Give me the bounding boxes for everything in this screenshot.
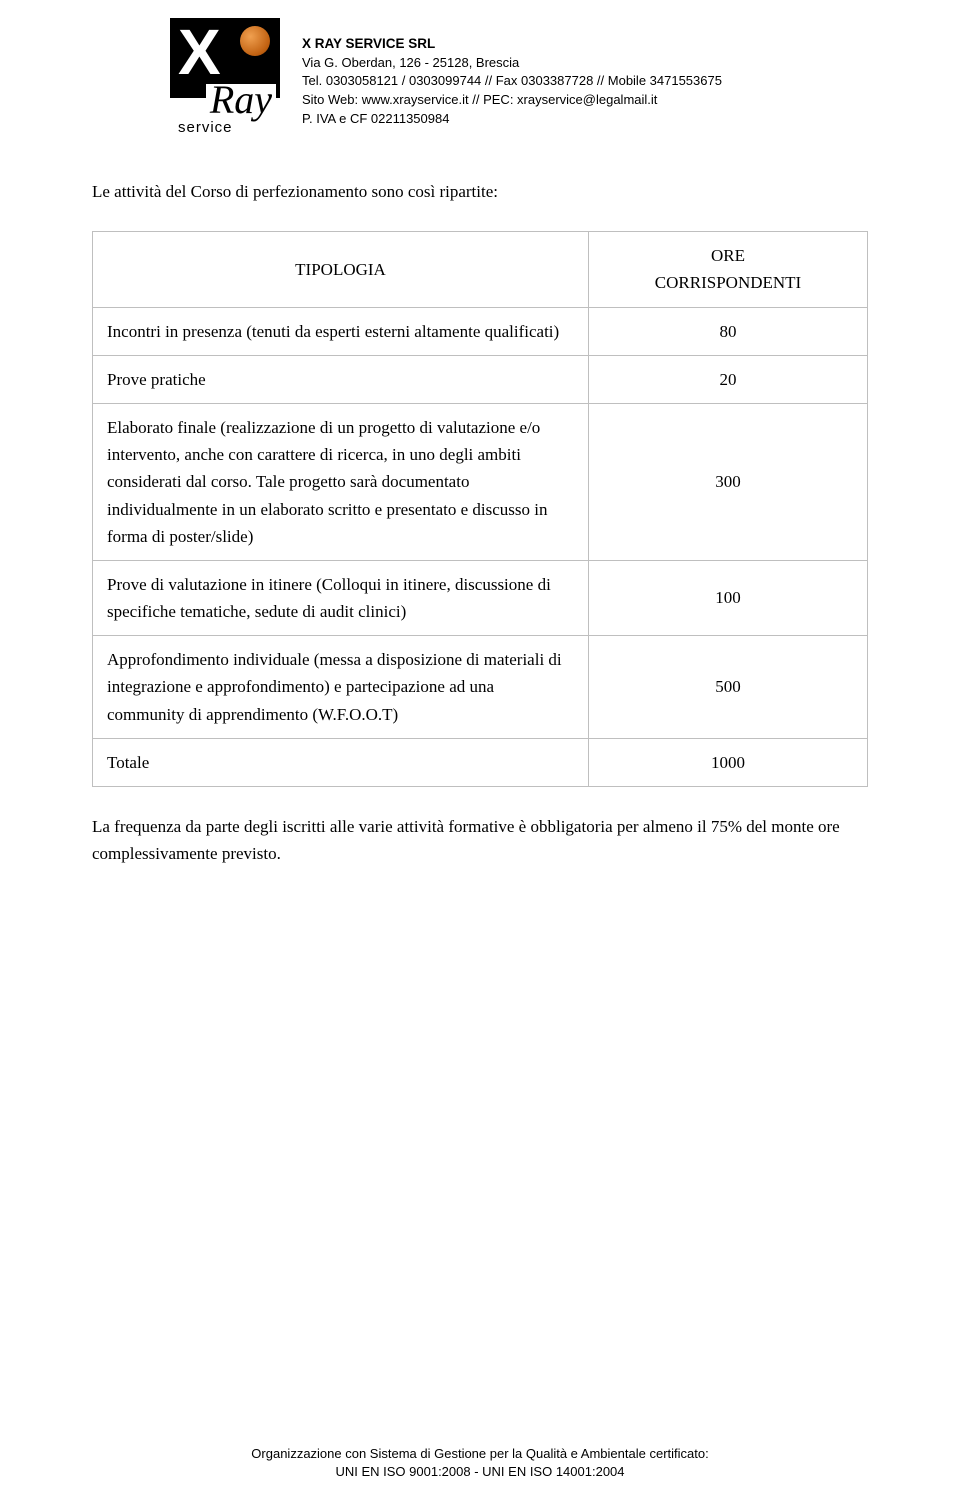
company-contacts: Tel. 0303058121 / 0303099744 // Fax 0303…	[302, 72, 722, 91]
company-address: Via G. Oberdan, 126 - 25128, Brescia	[302, 54, 722, 73]
company-name: X RAY SERVICE SRL	[302, 34, 722, 54]
row-label: Totale	[93, 738, 589, 786]
closing-paragraph: La frequenza da parte degli iscritti all…	[92, 813, 868, 867]
intro-paragraph: Le attività del Corso di perfezionamento…	[92, 178, 868, 205]
company-web: Sito Web: www.xrayservice.it // PEC: xra…	[302, 91, 722, 110]
footer-line1: Organizzazione con Sistema di Gestione p…	[0, 1445, 960, 1463]
header-ore-line1: ORE	[603, 242, 853, 269]
row-value: 20	[589, 355, 868, 403]
row-value: 1000	[589, 738, 868, 786]
header-ore: ORE CORRISPONDENTI	[589, 232, 868, 307]
letterhead: X Ray service X RAY SERVICE SRL Via G. O…	[0, 0, 960, 138]
logo-ray-text: Ray	[206, 84, 276, 116]
row-label: Prove di valutazione in itinere (Colloqu…	[93, 560, 589, 635]
table-header-row: TIPOLOGIA ORE CORRISPONDENTI	[93, 232, 868, 307]
row-label: Prove pratiche	[93, 355, 589, 403]
table-row: Incontri in presenza (tenuti da esperti …	[93, 307, 868, 355]
header-ore-line2: CORRISPONDENTI	[603, 269, 853, 296]
activities-table: TIPOLOGIA ORE CORRISPONDENTI Incontri in…	[92, 231, 868, 787]
row-value: 100	[589, 560, 868, 635]
table-row: Prove di valutazione in itinere (Colloqu…	[93, 560, 868, 635]
company-logo: X Ray service	[170, 18, 280, 138]
table-row: Approfondimento individuale (messa a dis…	[93, 636, 868, 739]
logo-x-letter: X	[178, 20, 213, 84]
footer-line2: UNI EN ISO 9001:2008 - UNI EN ISO 14001:…	[0, 1463, 960, 1481]
row-label: Elaborato finale (realizzazione di un pr…	[93, 403, 589, 560]
logo-service-text: service	[178, 119, 233, 136]
table-row: Elaborato finale (realizzazione di un pr…	[93, 403, 868, 560]
company-vat: P. IVA e CF 02211350984	[302, 110, 722, 129]
table-row-total: Totale 1000	[93, 738, 868, 786]
row-value: 300	[589, 403, 868, 560]
row-label: Approfondimento individuale (messa a dis…	[93, 636, 589, 739]
company-info-block: X RAY SERVICE SRL Via G. Oberdan, 126 - …	[302, 18, 722, 129]
row-label: Incontri in presenza (tenuti da esperti …	[93, 307, 589, 355]
table-row: Prove pratiche 20	[93, 355, 868, 403]
row-value: 80	[589, 307, 868, 355]
document-body: Le attività del Corso di perfezionamento…	[0, 138, 960, 867]
header-tipologia: TIPOLOGIA	[93, 232, 589, 307]
logo-dot-icon	[240, 26, 270, 56]
row-value: 500	[589, 636, 868, 739]
page-footer: Organizzazione con Sistema di Gestione p…	[0, 1445, 960, 1481]
